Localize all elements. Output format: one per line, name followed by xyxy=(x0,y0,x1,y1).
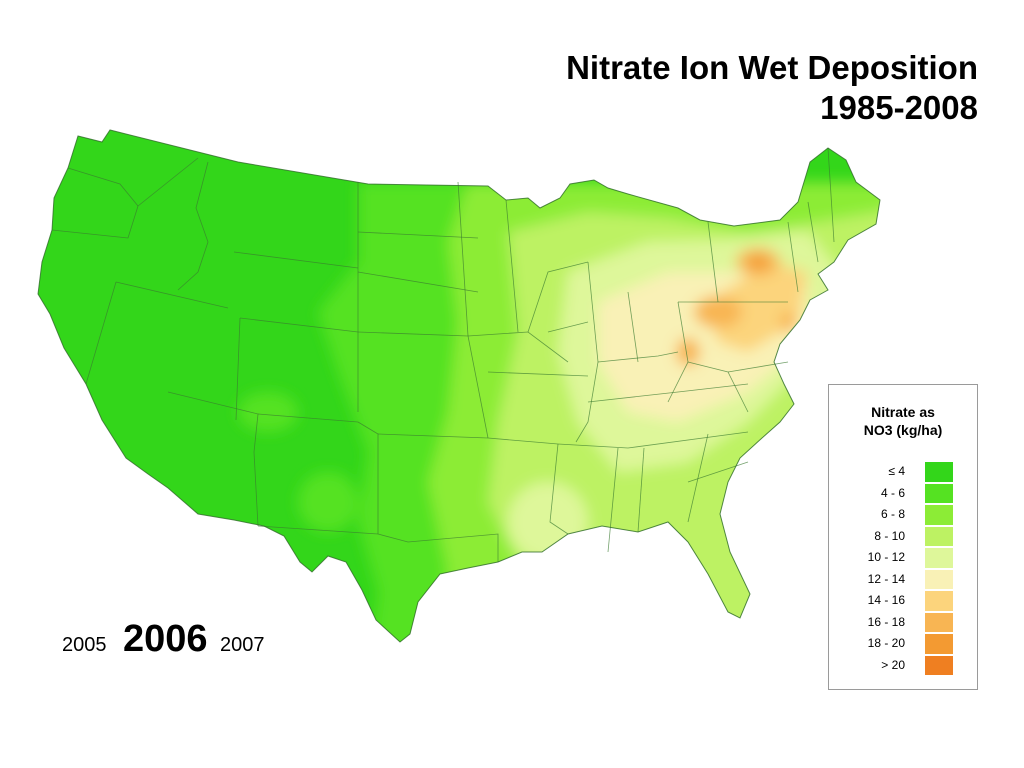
legend-title-line2: NO3 (kg/ha) xyxy=(863,422,943,438)
year-navigator: 2005 2006 2007 xyxy=(62,618,264,668)
legend-swatch xyxy=(925,569,953,589)
legend-row: 14 - 16 xyxy=(829,590,977,612)
legend-row: ≤ 4 xyxy=(829,461,977,483)
legend-swatch xyxy=(925,505,953,525)
legend-row: 16 - 18 xyxy=(829,612,977,634)
legend-label: 8 - 10 xyxy=(874,528,905,543)
legend-row: 6 - 8 xyxy=(829,504,977,526)
legend-row: 12 - 14 xyxy=(829,569,977,591)
legend-label: 14 - 16 xyxy=(867,593,905,607)
legend-swatch xyxy=(925,483,953,503)
legend-title: Nitrate as NO3 (kg/ha) xyxy=(829,403,977,439)
legend-label: 12 - 14 xyxy=(867,571,905,586)
legend-swatch xyxy=(925,655,953,675)
legend-row: 10 - 12 xyxy=(829,547,977,569)
us-deposition-map xyxy=(37,129,881,643)
legend-swatch xyxy=(925,526,953,546)
legend-row: 18 - 20 xyxy=(829,633,977,655)
map-legend: Nitrate as NO3 (kg/ha) ≤ 4 4 - 6 6 - 8 8 - … xyxy=(828,384,978,690)
us-outline xyxy=(37,129,881,643)
legend-title-line1: Nitrate as xyxy=(871,404,935,420)
legend-swatch xyxy=(925,634,953,654)
legend-label: 16 - 18 xyxy=(867,614,905,629)
legend-label: 6 - 8 xyxy=(880,507,905,521)
legend-label: 18 - 20 xyxy=(867,636,905,650)
legend-swatch xyxy=(925,612,953,632)
legend-row: > 20 xyxy=(829,655,977,677)
legend-swatch xyxy=(925,548,953,568)
legend-label: 10 - 12 xyxy=(867,550,905,564)
legend-swatch xyxy=(925,462,953,482)
legend-label: ≤ 4 xyxy=(888,464,905,478)
map-title: Nitrate Ion Wet Deposition 1985-2008 xyxy=(566,48,978,128)
legend-swatch xyxy=(925,591,953,611)
next-year-link[interactable]: 2007 xyxy=(219,634,265,656)
current-year: 2006 xyxy=(122,618,208,660)
map-title-line2: 1985-2008 xyxy=(820,89,978,126)
deposition-field xyxy=(38,130,880,642)
state-boundaries xyxy=(51,147,835,562)
legend-rows: ≤ 4 4 - 6 6 - 8 8 - 10 10 - 12 12 - 14 14 - 16… xyxy=(829,461,977,676)
previous-year-link[interactable]: 2005 xyxy=(62,634,107,656)
legend-label: 4 - 6 xyxy=(880,485,905,500)
legend-row: 4 - 6 xyxy=(829,483,977,505)
legend-label: > 20 xyxy=(881,657,905,672)
map-title-line1: Nitrate Ion Wet Deposition xyxy=(566,49,978,86)
legend-row: 8 - 10 xyxy=(829,526,977,548)
